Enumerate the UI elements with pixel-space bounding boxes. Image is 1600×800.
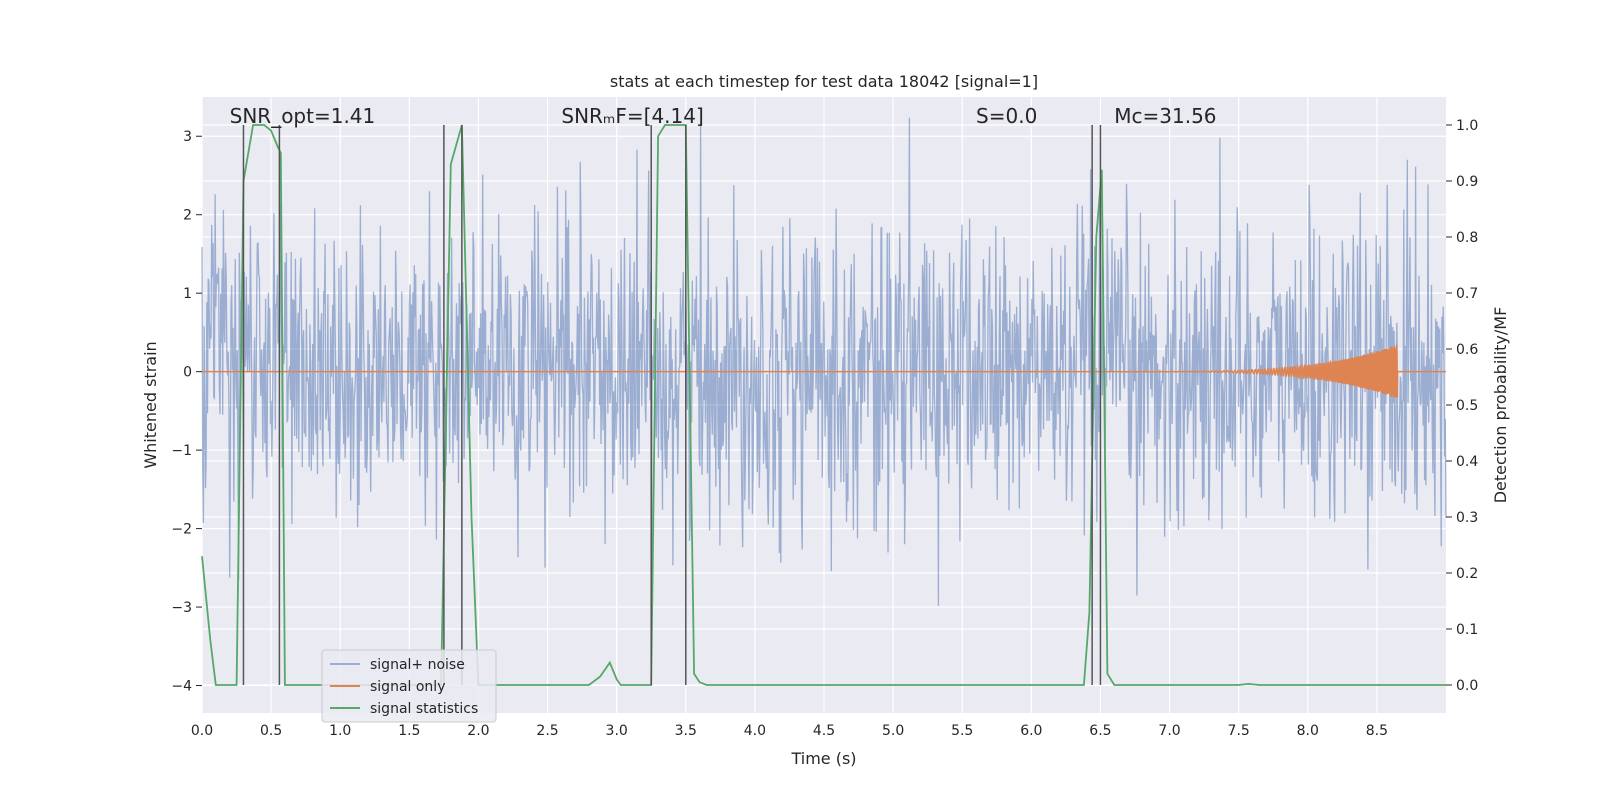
x-tick-label: 4.0 <box>744 723 766 739</box>
x-tick-label: 7.0 <box>1158 723 1180 739</box>
x-tick-label: 7.5 <box>1228 723 1250 739</box>
noise-series-line <box>201 117 1447 645</box>
y-tick-label: 3 <box>183 129 192 145</box>
x-tick-label: 6.5 <box>1089 723 1111 739</box>
x-tick-label: 0.0 <box>191 723 213 739</box>
x-tick-label: 6.0 <box>1020 723 1042 739</box>
y2-tick-label: 0.6 <box>1456 342 1478 358</box>
annotation-text: Mᴄ=31.56 <box>1114 104 1216 128</box>
y-tick-label: 1 <box>183 286 192 302</box>
y2-tick-label: 0.1 <box>1456 622 1478 638</box>
x-tick-label: 5.5 <box>951 723 973 739</box>
legend-label: signal statistics <box>370 701 478 717</box>
x-tick-label: 8.5 <box>1366 723 1388 739</box>
y2-axis-label: Detection probability/MF <box>1491 307 1510 504</box>
x-tick-label: 1.5 <box>398 723 420 739</box>
legend-label: signal+ noise <box>370 657 465 673</box>
x-axis-label: Time (s) <box>790 749 856 768</box>
y-tick-label: 2 <box>183 208 192 224</box>
legend-box <box>321 649 497 723</box>
x-tick-label: 4.5 <box>813 723 835 739</box>
x-tick-label: 0.5 <box>260 723 282 739</box>
x-tick-label: 1.0 <box>329 723 351 739</box>
y2-tick-label: 0.0 <box>1456 678 1478 694</box>
y2-tick-label: 0.5 <box>1456 398 1478 414</box>
legend-label: signal only <box>370 679 445 695</box>
y-tick-label: −3 <box>171 600 192 616</box>
x-tick-label: 3.0 <box>606 723 628 739</box>
y2-tick-label: 1.0 <box>1456 118 1478 134</box>
y2-tick-label: 0.4 <box>1456 454 1478 470</box>
x-tick-label: 3.5 <box>675 723 697 739</box>
annotation-text: SNRₘF=[4.14] <box>561 104 703 128</box>
y2-tick-label: 0.2 <box>1456 566 1478 582</box>
chart-title: stats at each timestep for test data 180… <box>610 72 1038 91</box>
signal-only-series-line <box>202 344 1446 398</box>
y2-tick-label: 0.9 <box>1456 174 1478 190</box>
y-tick-label: −2 <box>171 522 192 538</box>
y-tick-label: −4 <box>171 679 192 695</box>
y-tick-label: −1 <box>171 443 192 459</box>
y2-tick-label: 0.3 <box>1456 510 1478 526</box>
signal-statistics-series-line <box>201 124 1446 686</box>
annotation-text: SNR_opt=1.41 <box>230 104 376 128</box>
x-tick-label: 2.5 <box>536 723 558 739</box>
x-tick-label: 8.0 <box>1297 723 1319 739</box>
y-axis-label: Whitened strain <box>141 341 160 468</box>
x-tick-label: 5.0 <box>882 723 904 739</box>
y2-tick-label: 0.8 <box>1456 230 1478 246</box>
x-tick-label: 2.0 <box>467 723 489 739</box>
y2-tick-label: 0.7 <box>1456 286 1478 302</box>
y-tick-label: 0 <box>183 365 192 381</box>
annotation-text: S=0.0 <box>976 104 1037 128</box>
